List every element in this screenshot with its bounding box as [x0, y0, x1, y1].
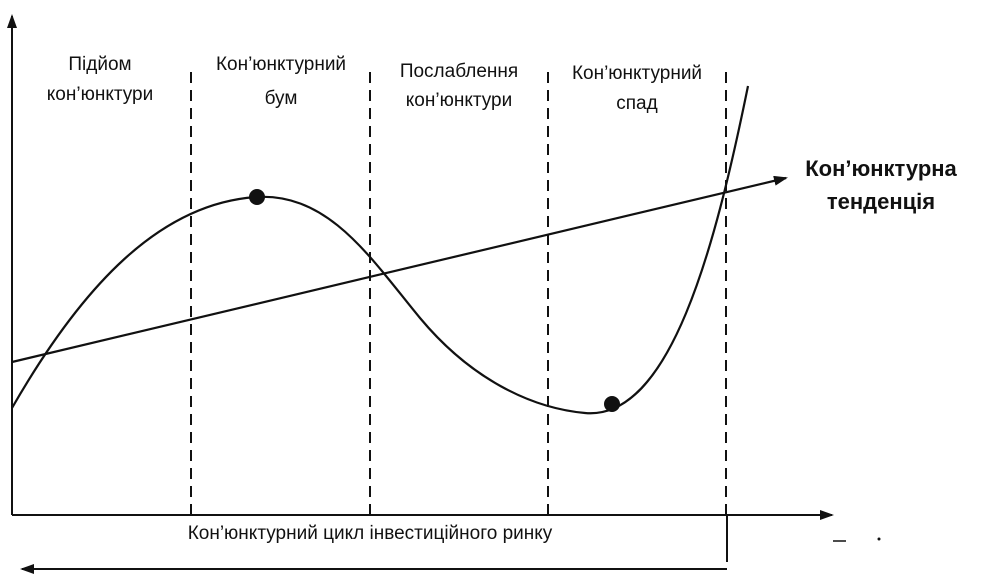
trend-label-line1: Кон’юнктурна [805, 156, 957, 181]
scan-dot [877, 537, 881, 541]
phase-label-weakening-line2: кон’юнктури [406, 90, 512, 111]
cycle-wave [11, 85, 750, 415]
trend-line [11, 175, 788, 364]
peak-marker [249, 189, 265, 205]
phase-label-decline-line2: спад [616, 93, 657, 114]
cycle-span-label: Кон’юнктурний цикл інвестиційного ринку [188, 523, 553, 544]
phase-label-weakening-line1: Послаблення [400, 61, 518, 82]
trough-marker [604, 396, 620, 412]
trend-label-line2: тенденція [827, 189, 935, 214]
phase-label-boom-line2: бум [265, 88, 298, 109]
phase-label-rise-line2: кон’юнктури [47, 84, 153, 105]
phase-label-decline-line1: Кон’юнктурний [572, 63, 702, 84]
phase-label-rise-line1: Підйом [68, 54, 131, 75]
phase-label-boom-line1: Кон’юнктурний [216, 54, 346, 75]
